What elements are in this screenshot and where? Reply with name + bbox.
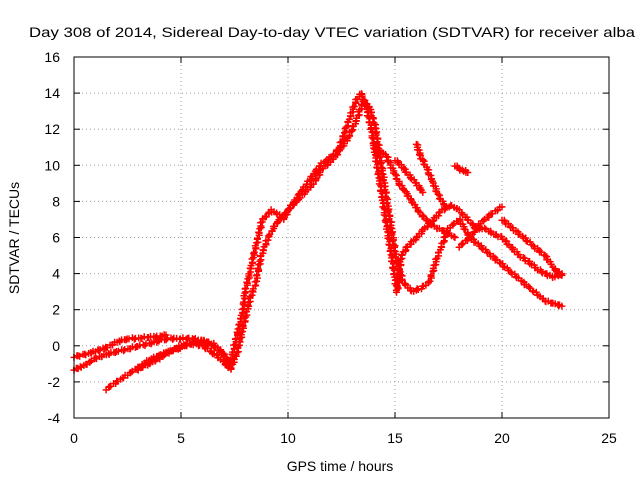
axis-ticks: [73, 56, 610, 419]
y-tick-label: 0: [52, 338, 60, 354]
x-tick-label: 25: [601, 430, 617, 446]
data-point: [255, 261, 263, 269]
series-9: [455, 203, 506, 251]
y-tick-label: 10: [44, 157, 60, 173]
data-point: [377, 160, 385, 168]
y-tick-label: 14: [44, 85, 60, 101]
x-tick-label: 0: [70, 430, 78, 446]
data-point: [400, 164, 408, 172]
data-point: [451, 234, 459, 241]
x-tick-label: 10: [280, 430, 296, 446]
series-5: [370, 144, 459, 241]
x-tick-label: 15: [387, 430, 403, 446]
data-point: [558, 271, 566, 279]
data-point: [434, 190, 442, 198]
data-point: [426, 277, 434, 285]
y-tick-label: 12: [44, 121, 60, 137]
y-tick-label: 16: [44, 49, 60, 65]
data-point: [169, 335, 177, 343]
data-point: [481, 224, 489, 232]
series-4: [134, 340, 232, 374]
y-tick-label: -4: [48, 410, 61, 426]
data-point: [358, 92, 366, 100]
series-6: [391, 157, 427, 196]
data-point: [384, 208, 392, 216]
data-point: [372, 131, 380, 139]
data-point: [391, 170, 399, 178]
data-point: [558, 302, 566, 310]
data-point: [386, 224, 394, 231]
data-point: [253, 271, 261, 279]
data-point: [419, 188, 427, 196]
data-point: [224, 363, 232, 371]
data-point: [450, 233, 458, 241]
data-point: [393, 288, 400, 296]
data-point: [189, 341, 197, 349]
data-point: [389, 237, 397, 245]
data-point: [529, 287, 537, 295]
data-point: [498, 203, 506, 211]
data-point: [348, 127, 356, 135]
data-point: [551, 266, 559, 274]
data-point: [478, 244, 486, 252]
data-point: [243, 278, 251, 286]
data-point: [95, 347, 103, 354]
data-point: [238, 305, 246, 313]
data-point: [440, 201, 448, 209]
x-tick-label: 5: [177, 430, 185, 446]
data-point: [397, 271, 405, 279]
data-point: [259, 246, 267, 254]
data-point: [140, 333, 148, 341]
data-point: [265, 232, 273, 240]
data-point: [219, 349, 227, 357]
y-tick-labels: -4 -2 0 2 4 6 8 10 12 14 16: [44, 49, 60, 426]
data-point: [538, 268, 545, 276]
data-point: [392, 254, 399, 261]
data-point: [406, 174, 414, 182]
chart-title: Day 308 of 2014, Sidereal Day-to-day VTE…: [29, 24, 635, 40]
data-point: [255, 228, 263, 236]
data-point: [427, 271, 435, 279]
data-point: [120, 347, 128, 355]
data-point: [522, 237, 530, 245]
series-8: [451, 162, 472, 177]
x-tick-labels: 0 5 10 15 20 25: [70, 430, 617, 446]
y-tick-label: 2: [52, 302, 60, 318]
data-point: [86, 358, 94, 366]
data-point: [440, 227, 448, 235]
data-point: [162, 336, 170, 344]
series-10: [498, 216, 566, 279]
x-axis-label: GPS time / hours: [287, 458, 394, 474]
x-tick-label: 20: [494, 430, 510, 446]
y-tick-label: 6: [52, 230, 60, 246]
data-point: [474, 224, 482, 232]
data-point: [464, 169, 472, 177]
y-tick-label: 4: [52, 266, 60, 282]
y-tick-label: 8: [52, 193, 60, 209]
data-point: [254, 264, 262, 272]
data-point: [121, 346, 129, 354]
series-7: [412, 140, 448, 209]
data-point: [159, 353, 167, 360]
data-point: [416, 151, 423, 159]
data-point: [130, 335, 138, 343]
y-tick-label: -2: [48, 374, 61, 390]
data-point: [248, 255, 256, 263]
y-axis-label: SDTVAR / TECUs: [6, 182, 22, 294]
data-points: [70, 90, 566, 394]
